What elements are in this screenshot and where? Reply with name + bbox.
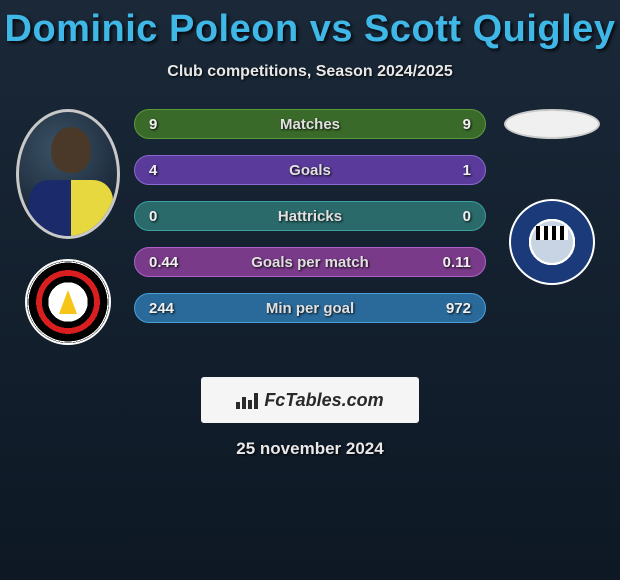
club-crest-left [25, 259, 111, 345]
stat-right-value: 0 [463, 208, 471, 225]
player-left-avatar [16, 109, 120, 239]
stat-right-value: 9 [463, 116, 471, 133]
page-title: Dominic Poleon vs Scott Quigley [0, 0, 620, 51]
stat-row-goals: 4 Goals 1 [134, 155, 486, 185]
stat-row-hattricks: 0 Hattricks 0 [134, 201, 486, 231]
stat-label: Matches [135, 116, 485, 133]
stat-left-value: 4 [149, 162, 157, 179]
stat-right-value: 972 [446, 300, 471, 317]
club-crest-right [509, 199, 595, 285]
stat-right-value: 1 [463, 162, 471, 179]
stat-row-gpm: 0.44 Goals per match 0.11 [134, 247, 486, 277]
brand-text: FcTables.com [264, 390, 383, 411]
stat-left-value: 0.44 [149, 254, 178, 271]
stat-row-mpg: 244 Min per goal 972 [134, 293, 486, 323]
brand-box: FcTables.com [201, 377, 419, 423]
left-column [8, 109, 128, 345]
footer-date: 25 november 2024 [0, 439, 620, 459]
comparison-content: 9 Matches 9 4 Goals 1 0 Hattricks 0 0.44… [0, 109, 620, 345]
stat-label: Hattricks [135, 208, 485, 225]
stat-left-value: 244 [149, 300, 174, 317]
right-column [492, 109, 612, 285]
stat-label: Goals [135, 162, 485, 179]
stats-column: 9 Matches 9 4 Goals 1 0 Hattricks 0 0.44… [128, 109, 492, 323]
stat-left-value: 0 [149, 208, 157, 225]
stat-label: Min per goal [135, 300, 485, 317]
page-subtitle: Club competitions, Season 2024/2025 [0, 63, 620, 81]
stat-left-value: 9 [149, 116, 157, 133]
stat-row-matches: 9 Matches 9 [134, 109, 486, 139]
stat-label: Goals per match [135, 254, 485, 271]
player-right-avatar [504, 109, 600, 139]
chart-icon [236, 391, 258, 409]
stat-right-value: 0.11 [443, 254, 471, 271]
